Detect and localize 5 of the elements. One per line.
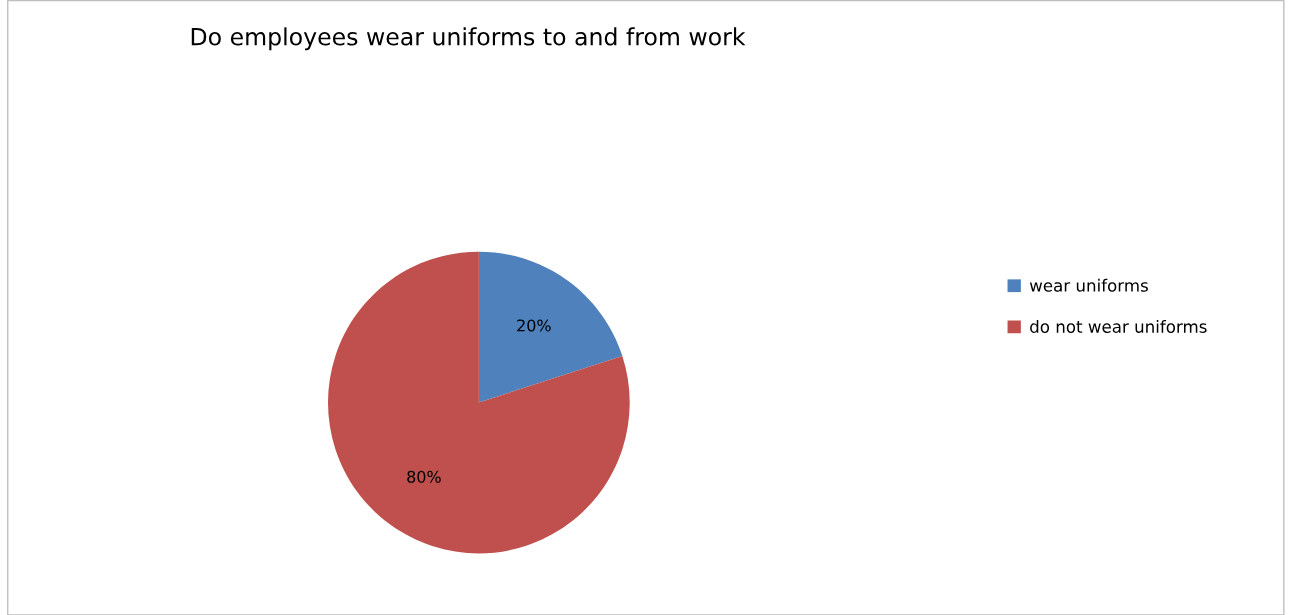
chart-title: Do employees wear uniforms to and from work bbox=[191, 27, 746, 51]
data-label: 20% bbox=[517, 319, 551, 332]
legend-label: wear uniforms bbox=[1029, 278, 1148, 292]
legend-label: do not wear uniforms bbox=[1030, 320, 1207, 333]
data-label: 80% bbox=[407, 470, 441, 483]
